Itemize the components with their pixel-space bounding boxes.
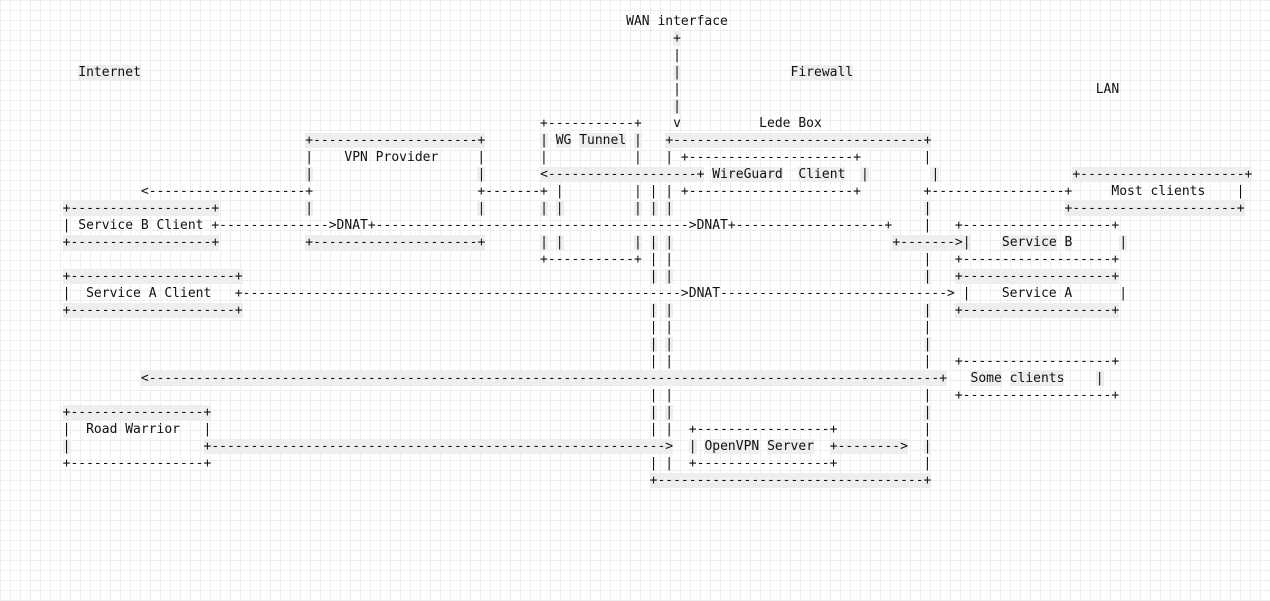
network-ascii-diagram: WAN interface + | Int [0, 13, 1252, 489]
